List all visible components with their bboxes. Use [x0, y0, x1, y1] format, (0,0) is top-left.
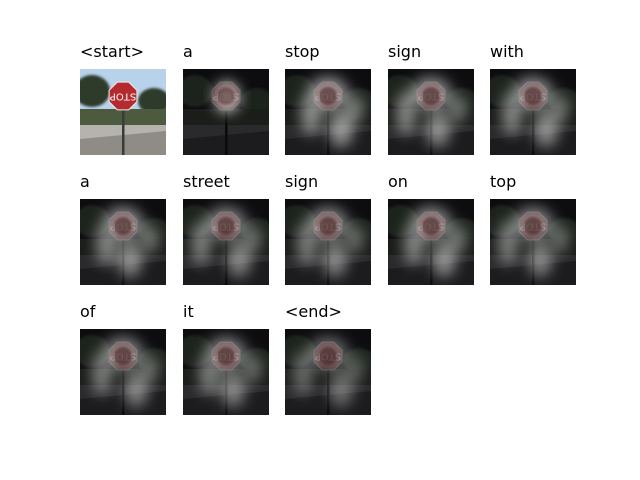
caption-word: it — [183, 302, 194, 321]
attention-map: STOP — [183, 69, 269, 155]
caption-word: a — [80, 172, 90, 191]
attention-map: STOP — [388, 199, 474, 285]
attention-map: STOP — [285, 199, 371, 285]
caption-word: sign — [388, 42, 422, 61]
attention-map: STOP — [183, 199, 269, 285]
caption-word: <end> — [285, 302, 342, 321]
attention-map: STOP — [285, 329, 371, 415]
attention-map: STOP — [80, 329, 166, 415]
attention-map: STOP — [183, 329, 269, 415]
attention-map: STOP — [285, 69, 371, 155]
caption-word: with — [490, 42, 524, 61]
caption-word: <start> — [80, 42, 145, 61]
attention-map: STOP — [80, 199, 166, 285]
svg-text:STOP: STOP — [110, 91, 136, 102]
caption-word: a — [183, 42, 193, 61]
caption-word: stop — [285, 42, 320, 61]
original-image: STOP — [80, 69, 166, 155]
attention-map: STOP — [388, 69, 474, 155]
caption-word: street — [183, 172, 230, 191]
caption-word: sign — [285, 172, 319, 191]
caption-word: of — [80, 302, 96, 321]
caption-word: top — [490, 172, 517, 191]
attention-map: STOP — [490, 69, 576, 155]
caption-word: on — [388, 172, 408, 191]
attention-map: STOP — [490, 199, 576, 285]
